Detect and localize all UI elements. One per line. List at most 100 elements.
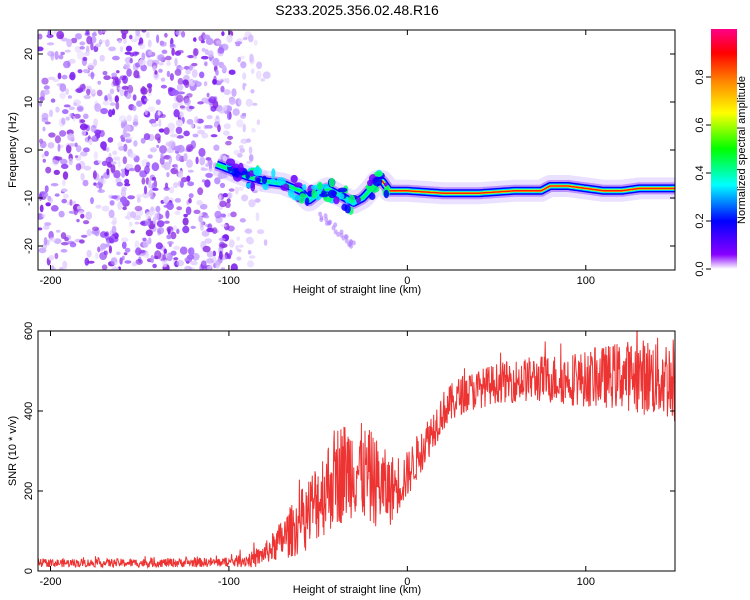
snr-axes: -200 -100 0 100 0 200 400 600 — [23, 322, 675, 588]
noise-blob — [80, 119, 86, 124]
colorbar-tick-label: 0.0 — [694, 261, 706, 276]
noise-blob — [188, 169, 194, 173]
ridge-blob — [269, 178, 277, 185]
noise-blob — [83, 124, 89, 129]
noise-blob — [245, 160, 253, 165]
noise-blob — [82, 68, 89, 74]
noise-blob — [77, 69, 83, 74]
noise-blobs — [38, 30, 356, 270]
noise-blob — [113, 172, 120, 178]
noise-blob — [208, 168, 215, 172]
ridge-blob — [385, 185, 391, 191]
noise-blob — [197, 101, 204, 105]
noise-blob — [46, 42, 55, 46]
noise-blob — [62, 171, 69, 180]
noise-blob — [148, 86, 152, 94]
noise-blob — [234, 41, 243, 45]
noise-blob — [223, 130, 230, 136]
noise-blob — [174, 163, 179, 170]
noise-blob — [256, 119, 261, 126]
noise-blob — [135, 258, 143, 265]
noise-blob — [201, 132, 209, 139]
noise-blob — [152, 263, 157, 269]
noise-blob — [163, 186, 170, 191]
noise-blob — [192, 80, 199, 84]
noise-blob — [72, 115, 76, 122]
noise-blob — [65, 88, 69, 95]
noise-blob — [157, 54, 165, 62]
noise-blob — [208, 96, 217, 104]
noise-blob — [76, 50, 85, 60]
noise-blob — [102, 147, 108, 151]
noise-blob — [185, 144, 194, 152]
noise-blob — [205, 172, 214, 178]
noise-blob — [238, 145, 244, 149]
noise-blob — [111, 108, 116, 116]
noise-blob — [75, 163, 82, 171]
noise-blob — [174, 57, 178, 67]
noise-blob — [175, 119, 183, 127]
noise-blob — [105, 237, 114, 244]
noise-blob — [160, 84, 167, 89]
noise-blob — [169, 73, 174, 81]
noise-blob — [147, 39, 152, 48]
noise-blob — [65, 116, 70, 121]
noise-blob — [176, 94, 184, 103]
noise-blob — [187, 181, 195, 187]
noise-blob — [188, 247, 195, 256]
noise-blob — [232, 108, 240, 116]
noise-blob — [132, 51, 138, 57]
noise-blob — [215, 115, 220, 120]
noise-blob — [74, 46, 82, 53]
noise-blob — [83, 165, 92, 171]
colorbar-tick-label: 0.2 — [694, 213, 706, 228]
noise-blob — [141, 52, 146, 61]
noise-blob — [222, 64, 227, 72]
ridge-blob — [328, 177, 335, 188]
noise-blob — [141, 95, 147, 104]
noise-blob — [159, 41, 167, 47]
noise-blob — [136, 197, 141, 203]
noise-blob — [247, 250, 252, 255]
noise-blob — [176, 259, 184, 267]
noise-blob — [228, 239, 235, 248]
noise-blob — [68, 58, 76, 64]
noise-blob — [186, 118, 194, 125]
noise-blob — [41, 213, 46, 218]
noise-blob — [255, 70, 262, 80]
noise-tail-blob — [331, 225, 336, 231]
noise-blob — [170, 250, 177, 256]
ridge-blob — [253, 166, 263, 177]
noise-blob — [96, 89, 103, 97]
noise-blob — [52, 79, 60, 82]
ridge-blob — [368, 192, 376, 200]
noise-blob — [246, 237, 254, 245]
noise-blob — [59, 266, 64, 270]
noise-blob — [235, 244, 239, 251]
noise-blob — [90, 124, 97, 133]
noise-blob — [171, 89, 180, 96]
noise-blob — [262, 71, 271, 79]
noise-blob — [44, 185, 49, 193]
noise-blob — [133, 70, 140, 79]
noise-blob — [152, 65, 157, 71]
noise-blob — [95, 204, 102, 209]
noise-blob — [127, 195, 135, 200]
noise-blob — [226, 34, 233, 43]
noise-blob — [168, 186, 175, 194]
noise-blob — [91, 135, 97, 141]
noise-blob — [172, 102, 179, 109]
ridge-blob — [238, 162, 244, 173]
noise-blob — [117, 39, 122, 44]
noise-blob — [154, 212, 160, 221]
noise-blob — [54, 135, 62, 144]
noise-blob — [147, 237, 152, 245]
noise-blob — [60, 163, 69, 169]
noise-blob — [114, 78, 121, 86]
noise-blob — [204, 125, 213, 129]
noise-blob — [182, 225, 190, 234]
noise-blob — [63, 193, 69, 199]
noise-blob — [165, 210, 170, 219]
noise-blob — [175, 30, 182, 36]
